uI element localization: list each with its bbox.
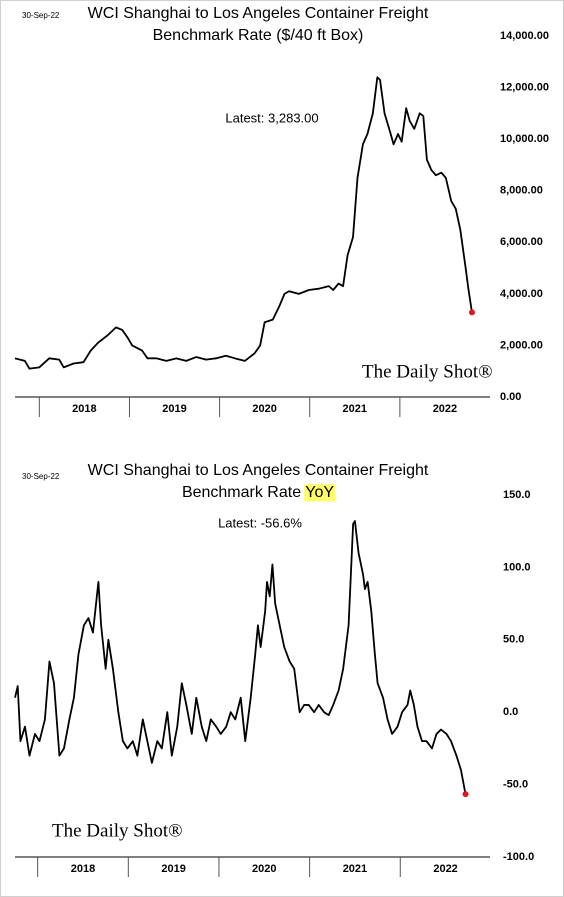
x-tick-label: 2020 — [252, 863, 276, 875]
x-tick-label: 2018 — [72, 403, 96, 415]
x-tick-label: 2019 — [162, 403, 186, 415]
y-tick-label: -50.0 — [503, 779, 528, 791]
chart-title: Benchmark Rate YoY — [182, 484, 334, 501]
y-tick-label: 50.0 — [503, 634, 524, 646]
x-tick-label: 2018 — [71, 863, 95, 875]
watermark: The Daily Shot® — [362, 361, 493, 382]
date-label: 30-Sep-22 — [22, 11, 60, 20]
chart-title: WCI Shanghai to Los Angeles Container Fr… — [88, 5, 429, 22]
chart-title: WCI Shanghai to Los Angeles Container Fr… — [88, 462, 429, 479]
date-label: 30-Sep-22 — [22, 472, 60, 481]
y-tick-label: 150.0 — [503, 489, 531, 501]
x-tick-label: 2022 — [433, 863, 457, 875]
y-tick-label: -100.0 — [503, 851, 534, 863]
annotation: Latest: 3,283.00 — [225, 110, 318, 125]
y-tick-label: 10,000.00 — [500, 133, 549, 145]
y-tick-label: 12,000.00 — [500, 81, 549, 93]
x-tick-label: 2021 — [343, 863, 367, 875]
x-tick-label: 2020 — [252, 403, 276, 415]
y-tick-label: 100.0 — [503, 561, 531, 573]
x-tick-label: 2019 — [161, 863, 185, 875]
y-tick-label: 14,000.00 — [500, 30, 549, 42]
latest-point — [468, 309, 475, 316]
x-tick-label: 2022 — [433, 403, 457, 415]
watermark: The Daily Shot® — [52, 820, 183, 841]
y-tick-label: 2,000.00 — [500, 339, 543, 351]
y-tick-label: 6,000.00 — [500, 236, 543, 248]
y-tick-label: 8,000.00 — [500, 185, 543, 197]
y-tick-label: 4,000.00 — [500, 288, 543, 300]
title-part: Benchmark Rate — [182, 484, 301, 501]
x-tick-label: 2021 — [343, 403, 367, 415]
latest-point — [462, 791, 469, 798]
series-line — [14, 76, 473, 370]
title-highlight: YoY — [305, 484, 334, 501]
annotation: Latest: -56.6% — [218, 515, 302, 530]
series-line — [14, 520, 467, 795]
chart-title: Benchmark Rate ($/40 ft Box) — [153, 27, 364, 44]
y-tick-label: 0.0 — [503, 706, 518, 718]
y-tick-label: 0.00 — [500, 391, 521, 403]
highlight — [304, 484, 336, 502]
